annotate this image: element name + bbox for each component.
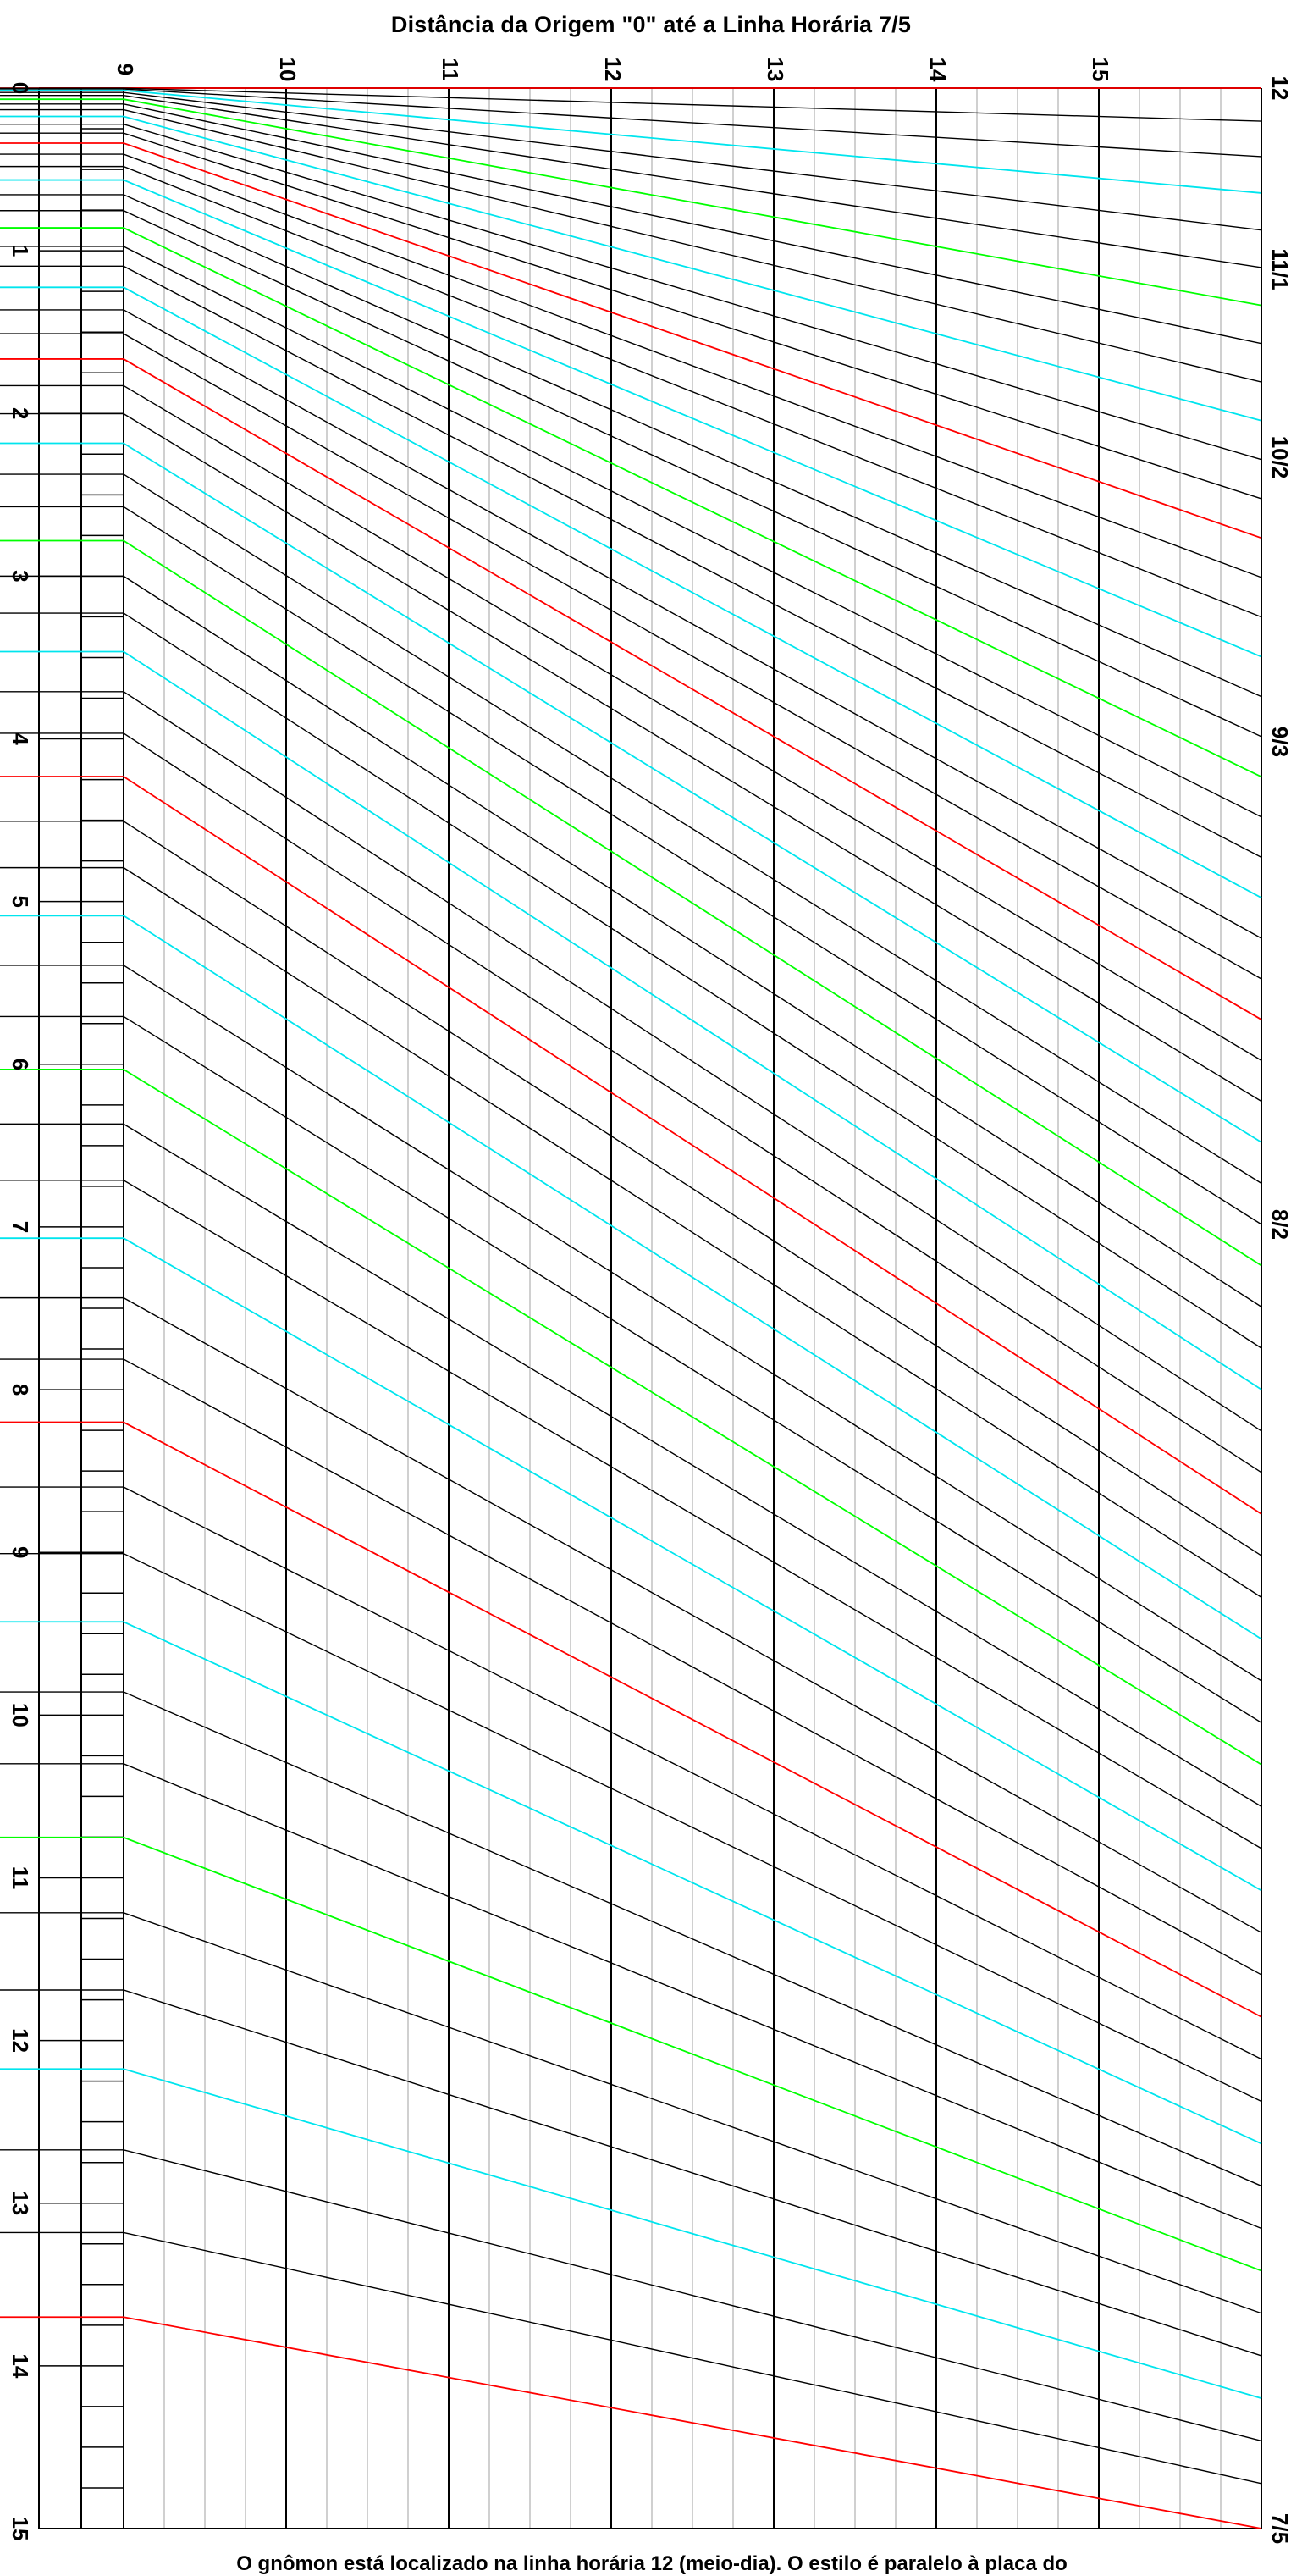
left-scale-label: 13 (8, 2191, 33, 2215)
left-scale-label: 15 (8, 2517, 33, 2541)
quarter-hour-line (0, 89, 1262, 194)
top-scale-label: 14 (925, 58, 951, 82)
minor-hour-line (0, 506, 1262, 1225)
distance-scale (39, 87, 124, 2529)
hour-line-label: 9/3 (1267, 727, 1293, 757)
minor-hour-line (0, 91, 1262, 231)
left-scale-label: 9 (8, 1546, 33, 1558)
minor-hour-line (0, 124, 1262, 461)
half-hour-line (0, 227, 1262, 778)
minor-hour-line (0, 1763, 1262, 2230)
left-scale-label: 8 (8, 1384, 33, 1396)
quarter-hour-line (0, 2068, 1262, 2400)
left-scale-label: 0 (8, 82, 33, 94)
half-hour-line (0, 539, 1262, 1267)
hour-line (0, 142, 1262, 539)
minor-hour-line (0, 1296, 1262, 1933)
minor-hour-line (0, 1015, 1262, 1723)
minor-hour-line (0, 732, 1262, 1473)
minor-hour-line (0, 965, 1262, 1682)
half-hour-line (0, 98, 1262, 307)
minor-hour-line (0, 87, 1262, 122)
quarter-hour-line (0, 1237, 1262, 1892)
hour-line-label: 7/5 (1267, 2513, 1293, 2544)
minor-hour-line (0, 108, 1262, 383)
minor-hour-line (0, 1691, 1262, 2187)
minor-hour-line (0, 612, 1262, 1349)
minor-hour-line (0, 1180, 1262, 1849)
left-scale-label: 3 (8, 570, 33, 582)
minor-hour-line (0, 412, 1262, 1103)
left-scale-label: 7 (8, 1221, 33, 1233)
left-scale-label: 1 (8, 245, 33, 257)
minor-hour-line (0, 2149, 1262, 2442)
hour-line-label: 11/1 (1267, 248, 1293, 290)
half-hour-line (0, 1836, 1262, 2272)
hour-line (0, 2316, 1262, 2529)
minor-hour-line (0, 153, 1262, 578)
minor-hour-line (0, 1989, 1262, 2357)
minor-hour-line (0, 575, 1262, 1307)
left-scale-label: 4 (8, 732, 33, 745)
hour-line-label: 12 (1267, 76, 1293, 101)
quarter-hour-line (0, 179, 1262, 658)
minor-hour-line (0, 473, 1262, 1184)
top-scale-label: 15 (1088, 58, 1113, 82)
gnomon-caption: O gnômon está localizado na linha horári… (236, 2552, 1068, 2575)
quarter-hour-line (0, 442, 1262, 1143)
minor-hour-line (0, 333, 1262, 980)
vertical-grid (123, 88, 1262, 2529)
minor-hour-line (0, 165, 1262, 618)
top-scale-label: 13 (763, 58, 788, 82)
minor-hour-line (0, 1358, 1262, 1976)
minor-hour-line (0, 309, 1262, 939)
minor-hour-line (0, 194, 1262, 698)
minor-hour-line (0, 1552, 1262, 2103)
hour-line-label: 8/2 (1267, 1209, 1293, 1240)
minor-hour-line (0, 821, 1262, 1556)
minor-hour-line (0, 103, 1262, 345)
top-scale-label: 10 (275, 58, 301, 82)
minor-hour-line (0, 1912, 1262, 2314)
quarter-hour-line (0, 286, 1262, 898)
minor-hour-line (0, 2231, 1262, 2485)
hour-line (0, 358, 1262, 1020)
top-scale-label: 12 (600, 58, 626, 82)
minor-hour-line (0, 1486, 1262, 2060)
top-scale-label: 11 (438, 58, 463, 81)
minor-hour-line (0, 94, 1262, 268)
quarter-hour-line (0, 1621, 1262, 2145)
hour-line (0, 1421, 1262, 2018)
minor-hour-line (0, 384, 1262, 1061)
quarter-hour-line (0, 115, 1262, 422)
minor-hour-line (0, 691, 1262, 1432)
left-scale-label: 5 (8, 895, 33, 907)
hour-line (0, 776, 1262, 1515)
left-scale-label: 10 (8, 1703, 33, 1727)
minor-hour-line (0, 88, 1262, 158)
minor-hour-line (0, 246, 1262, 818)
left-scale-label: 12 (8, 2028, 33, 2053)
hour-line-label: 10/2 (1267, 436, 1293, 479)
left-scale-label: 6 (8, 1059, 33, 1070)
minor-hour-line (0, 132, 1262, 500)
minor-hour-line (0, 866, 1262, 1598)
half-hour-line (0, 1069, 1262, 1766)
quarter-hour-line (0, 650, 1262, 1390)
left-scale-label: 2 (8, 407, 33, 419)
left-scale-label: 11 (8, 1866, 33, 1890)
diagram-title: Distância da Origem "0" até a Linha Horá… (390, 12, 912, 37)
left-scale-label: 14 (8, 2353, 33, 2378)
quarter-hour-line (0, 915, 1262, 1640)
hour-lines (0, 87, 1262, 2529)
minor-hour-line (0, 265, 1262, 859)
minor-hour-line (0, 1123, 1262, 1807)
top-scale-label: 9 (113, 64, 138, 75)
minor-hour-line (0, 210, 1262, 738)
